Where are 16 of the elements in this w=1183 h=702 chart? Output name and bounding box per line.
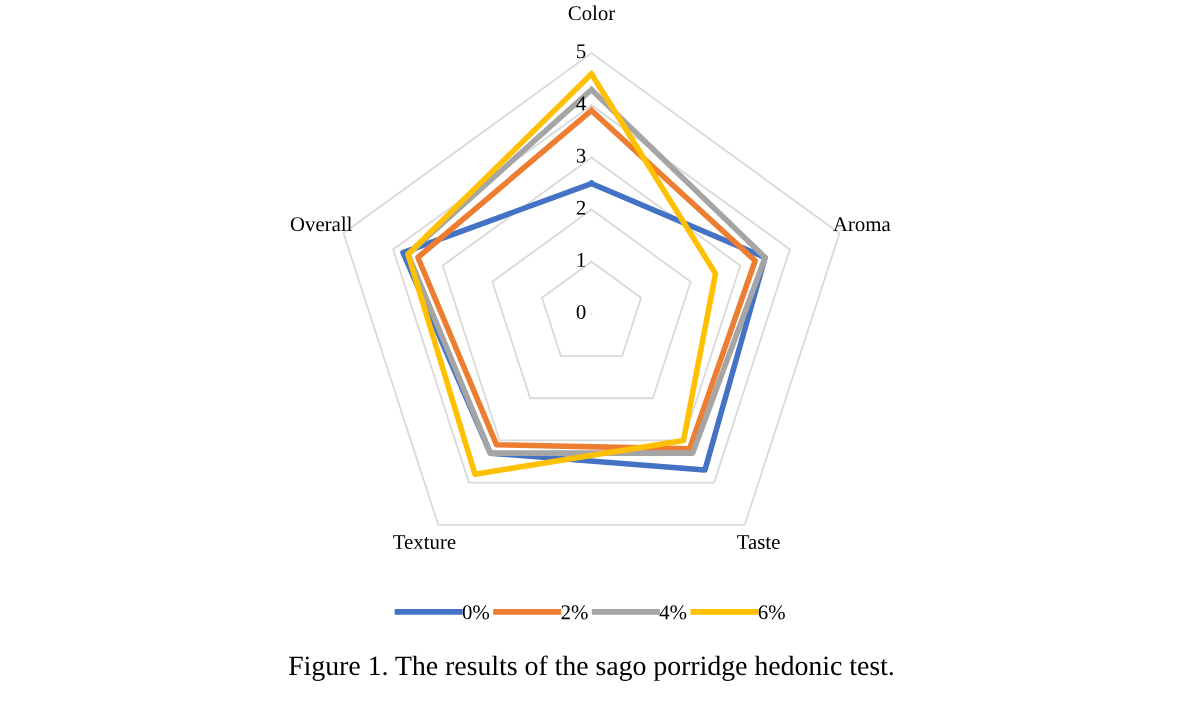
legend-label: 6% <box>758 605 785 620</box>
y-tick-label: 2 <box>576 200 586 215</box>
y-tick-label: 0 <box>576 305 586 320</box>
caption: Figure 1. The results of the sago porridge hedonic test. <box>288 655 893 681</box>
legend-label: 4% <box>659 605 687 620</box>
spoke-label: Texture <box>393 535 456 550</box>
spoke-label: Overall <box>290 216 353 232</box>
legend-label: 2% <box>561 605 588 620</box>
spoke-label: Color <box>568 5 616 21</box>
legend-label: 0% <box>462 605 490 620</box>
spoke-label: Taste <box>737 535 780 550</box>
y-tick-label: 1 <box>577 253 586 267</box>
y-tick-label: 4 <box>576 96 586 111</box>
y-tick-label: 3 <box>576 148 586 163</box>
spoke-label: Aroma <box>833 217 891 232</box>
y-tick-label: 5 <box>577 44 586 59</box>
